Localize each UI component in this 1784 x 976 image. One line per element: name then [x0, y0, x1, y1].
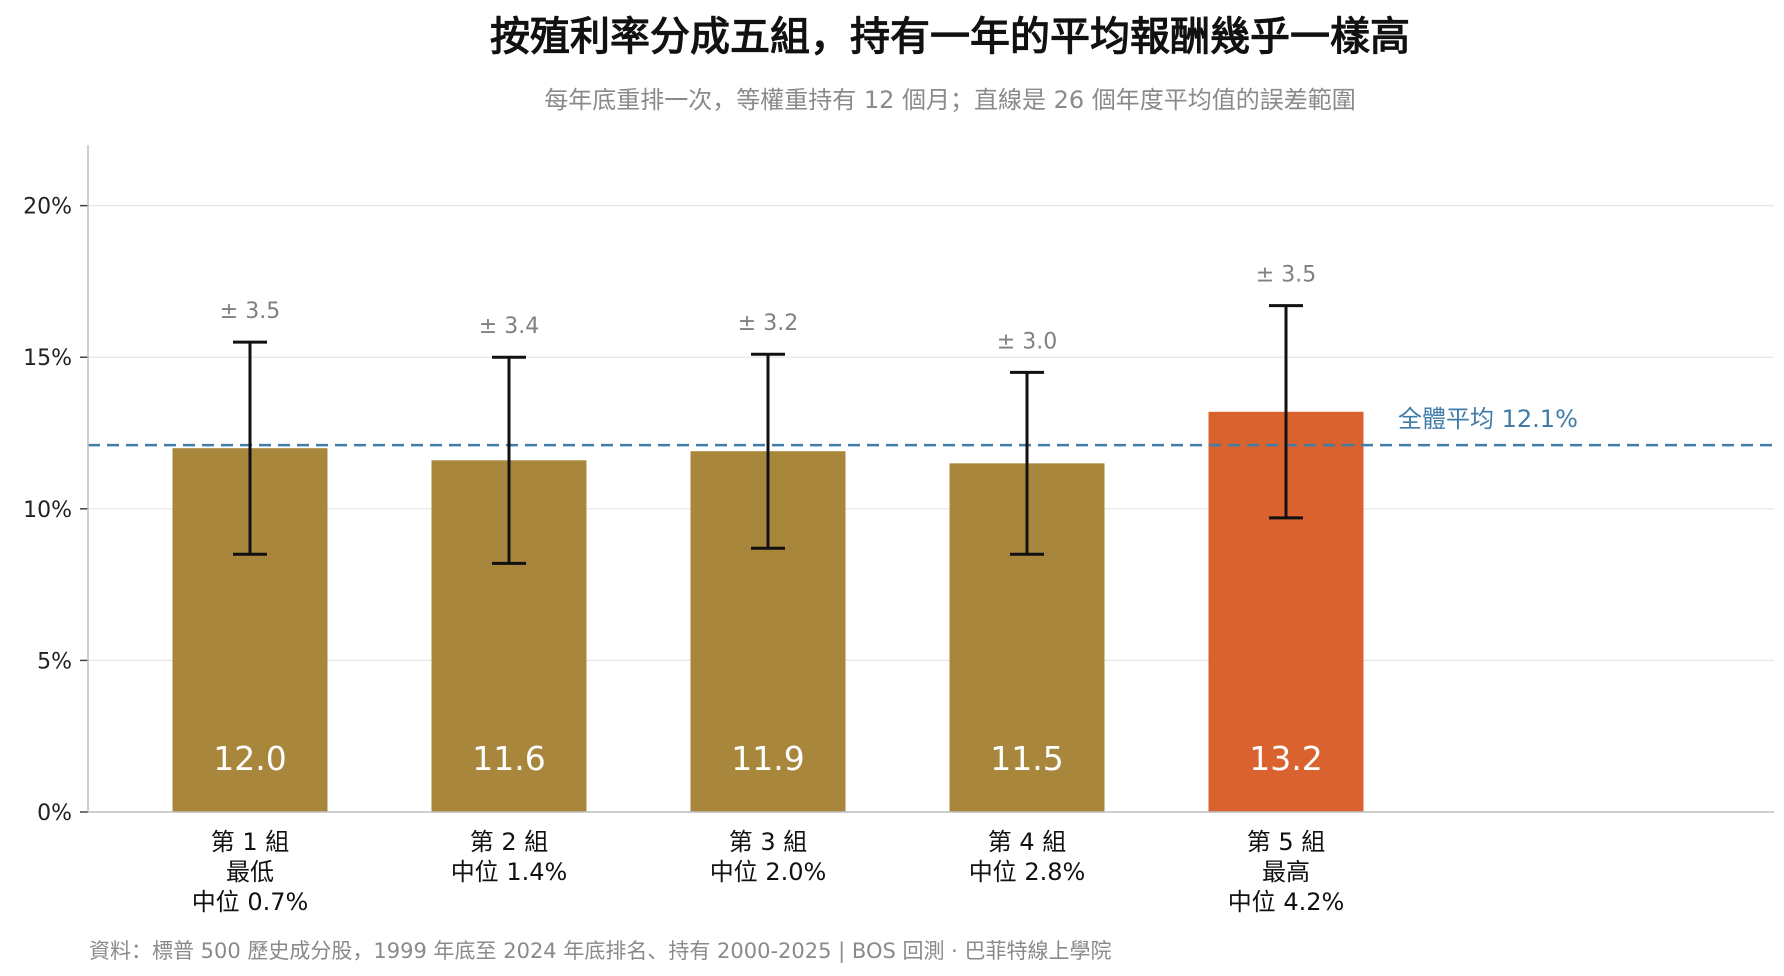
- chart-subtitle: 每年底重排一次，等權重持有 12 個月；直線是 26 個年度平均值的誤差範圍: [544, 86, 1356, 114]
- grid: [88, 205, 1774, 662]
- error-bars: [233, 304, 1303, 565]
- y-tick-label: 5%: [37, 649, 72, 674]
- x-category-label: 中位 1.4%: [451, 858, 568, 886]
- reference-line-group: 全體平均 12.1%: [88, 405, 1774, 447]
- x-category-label: 中位 4.2%: [1228, 888, 1345, 916]
- error-label: ± 3.0: [997, 329, 1057, 354]
- x-category-label: 第 4 組: [988, 828, 1067, 856]
- error-label: ± 3.5: [220, 299, 280, 324]
- error-label: ± 3.2: [738, 311, 798, 336]
- bar-value-label: 13.2: [1249, 739, 1322, 778]
- x-category-label: 第 5 組: [1247, 828, 1326, 856]
- bar-value-label: 11.6: [472, 739, 545, 778]
- source-note: 資料：標普 500 歷史成分股，1999 年底至 2024 年底排名、持有 20…: [89, 939, 1112, 964]
- x-category-label: 最高: [1262, 858, 1310, 886]
- chart-title: 按殖利率分成五組，持有一年的平均報酬幾乎一樣高: [490, 14, 1410, 60]
- x-category-label: 中位 0.7%: [192, 888, 309, 916]
- y-tick-label: 10%: [23, 498, 72, 523]
- y-tick-label: 15%: [23, 346, 72, 371]
- x-category-label: 第 1 組: [211, 828, 290, 856]
- bar-value-label: 11.9: [731, 739, 804, 778]
- bar-value-label: 12.0: [213, 739, 286, 778]
- x-category-label: 中位 2.0%: [710, 858, 827, 886]
- y-tick-label: 0%: [37, 801, 72, 826]
- axes: 0% 5% 10% 15% 20%: [23, 145, 1774, 826]
- error-label: ± 3.5: [1256, 263, 1316, 288]
- x-category-label: 最低: [226, 858, 274, 886]
- reference-line-label: 全體平均 12.1%: [1398, 405, 1578, 433]
- error-label: ± 3.4: [479, 314, 539, 339]
- bar-value-label: 11.5: [990, 739, 1063, 778]
- x-category-label: 第 2 組: [470, 828, 549, 856]
- x-category-label: 第 3 組: [729, 828, 808, 856]
- labels: 12.0 11.6 11.9 11.5 13.2 ± 3.5 ± 3.4 ± 3.2 ± 3.0…: [192, 263, 1345, 916]
- y-tick-label: 20%: [23, 195, 72, 220]
- x-category-label: 中位 2.8%: [969, 858, 1086, 886]
